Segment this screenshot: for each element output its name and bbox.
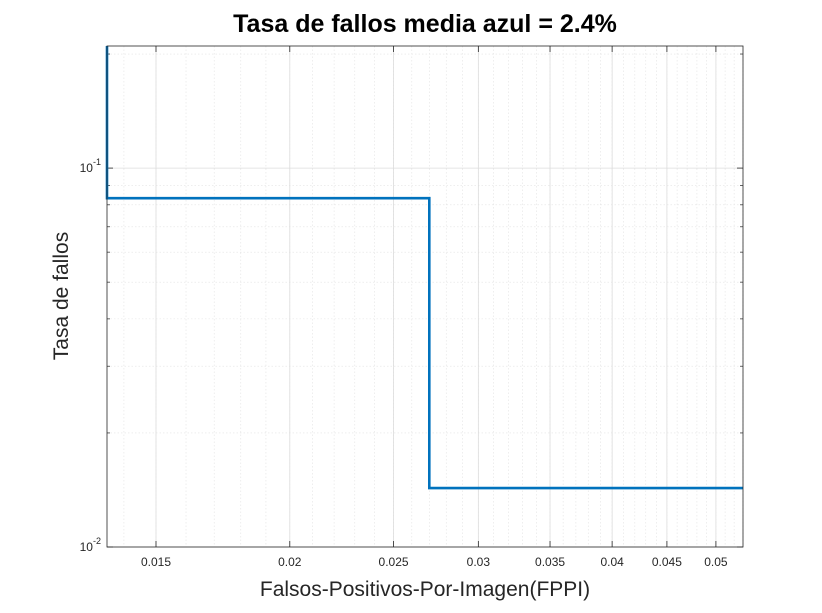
x-tick-label: 0.035 <box>535 555 565 569</box>
x-tick-label: 0.02 <box>278 555 302 569</box>
x-tick-label: 0.03 <box>467 555 491 569</box>
x-tick-label: 0.015 <box>141 555 171 569</box>
x-tick-label: 0.04 <box>600 555 624 569</box>
y-axis-label: Tasa de fallos <box>50 232 73 360</box>
y-tick-label: 10-1 <box>80 157 101 175</box>
plot-area <box>107 46 743 547</box>
y-tick-label: 10-2 <box>80 536 101 554</box>
tick-marks <box>107 46 743 548</box>
x-axis-label: Falsos-Positivos-Por-Imagen(FPPI) <box>260 578 590 601</box>
x-tick-labels: 0.015 0.02 0.025 0.03 0.035 0.04 0.045 0.05 <box>141 555 728 569</box>
x-tick-label: 0.025 <box>379 555 409 569</box>
y-tick-labels: 10-2 10-1 <box>80 157 101 554</box>
chart-title: Tasa de fallos media azul = 2.4% <box>233 10 617 38</box>
grid-lines <box>107 46 744 548</box>
x-tick-label: 0.045 <box>652 555 682 569</box>
x-tick-label: 0.05 <box>704 555 728 569</box>
plot-frame <box>106 45 744 548</box>
